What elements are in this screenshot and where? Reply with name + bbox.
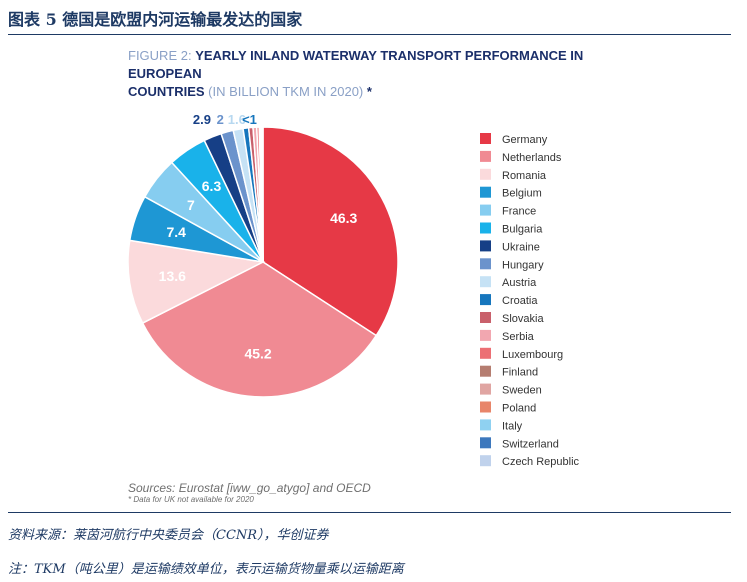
data-label-belgium: 7.4 [166,224,186,240]
chart-title-unit: (IN BILLION TKM IN 2020) [204,84,367,99]
legend-label-ukraine: Ukraine [502,241,540,253]
legend-swatch-croatia [480,294,491,306]
data-label-bulgaria: 6.3 [202,178,222,194]
legend-label-italy: Italy [502,420,523,432]
legend-label-romania: Romania [502,170,547,182]
legend-label-bulgaria: Bulgaria [502,224,543,236]
legend-label-czech-republic: Czech Republic [502,456,580,468]
data-label-hungary: 2 [217,112,224,127]
legend-label-austria: Austria [502,277,537,289]
data-label-netherlands: 45.2 [244,346,271,362]
legend-swatch-bulgaria [480,222,491,234]
legend-swatch-luxembourg [480,347,491,359]
legend-label-finland: Finland [502,367,538,379]
legend-label-netherlands: Netherlands [502,152,562,164]
footer-note: 注：TKM（吨公里）是运输绩效单位，表示运输货物量乘以运输距离 [8,562,404,577]
legend-swatch-finland [480,365,491,377]
legend-swatch-poland [480,401,491,413]
legend-label-belgium: Belgium [502,188,542,200]
legend-swatch-italy [480,419,491,431]
legend-label-poland: Poland [502,403,536,415]
pie-slice-czech-republic [261,126,264,263]
legend-label-serbia: Serbia [502,331,535,343]
chart-source-note: * Data for UK not available for 2020 [128,495,254,504]
chart-title-main-1: YEARLY INLAND WATERWAY TRANSPORT PERFORM… [128,48,584,81]
legend-swatch-france [480,204,491,216]
legend-swatch-sweden [480,383,491,395]
data-label-croatia: <1 [242,112,257,127]
chart-title-prefix: FIGURE 2: [128,48,196,63]
legend-swatch-ukraine [480,240,491,252]
legend-label-sweden: Sweden [502,385,542,397]
chart-legend: Germany Netherlands Romania Belgium France Bu… [480,133,580,468]
footer-divider [8,512,731,513]
legend-swatch-czech-republic [480,455,491,467]
chart-title-star: * [366,84,372,99]
data-label-romania: 13.6 [159,268,186,284]
legend-swatch-austria [480,276,491,288]
legend-label-germany: Germany [502,134,548,146]
figure-header-title: 图表 5 德国是欧盟内河运输最发达的国家 [8,10,303,29]
pie-slice-romania [127,239,266,325]
legend-swatch-romania [480,168,491,180]
header-divider [8,34,731,35]
pie-slice-netherlands [141,261,378,398]
legend-label-slovakia: Slovakia [502,313,544,325]
pie-slices [127,126,399,398]
pie-labels: 46.3 45.2 13.6 7.47 6.3 2.9 2 1.6<1 [159,112,358,362]
footer-source: 资料来源：莱茵河航行中央委员会（CCNR），华创证券 [8,528,329,543]
chart-source: Sources: Eurostat [iww_go_atygo] and OEC… [128,481,371,495]
legend-label-switzerland: Switzerland [502,438,559,450]
legend-label-hungary: Hungary [502,259,544,271]
legend-label-france: France [502,206,536,218]
chart-title-main-2: COUNTRIES [128,84,205,99]
data-label-france: 7 [187,197,195,213]
legend-swatch-slovakia [480,312,491,323]
legend-label-croatia: Croatia [502,295,538,307]
legend-swatch-switzerland [480,437,491,449]
data-label-austria: 1.6 [228,112,246,127]
legend-swatch-hungary [480,258,491,270]
legend-swatch-germany [480,133,491,144]
legend-swatch-serbia [480,329,491,341]
data-label-ukraine: 2.9 [193,112,211,127]
chart-title: FIGURE 2: YEARLY INLAND WATERWAY TRANSPO… [128,47,628,101]
data-label-germany: 46.3 [330,210,357,226]
legend-label-luxembourg: Luxembourg [502,349,563,361]
legend-swatch-belgium [480,186,491,198]
legend-swatch-netherlands [480,150,491,162]
